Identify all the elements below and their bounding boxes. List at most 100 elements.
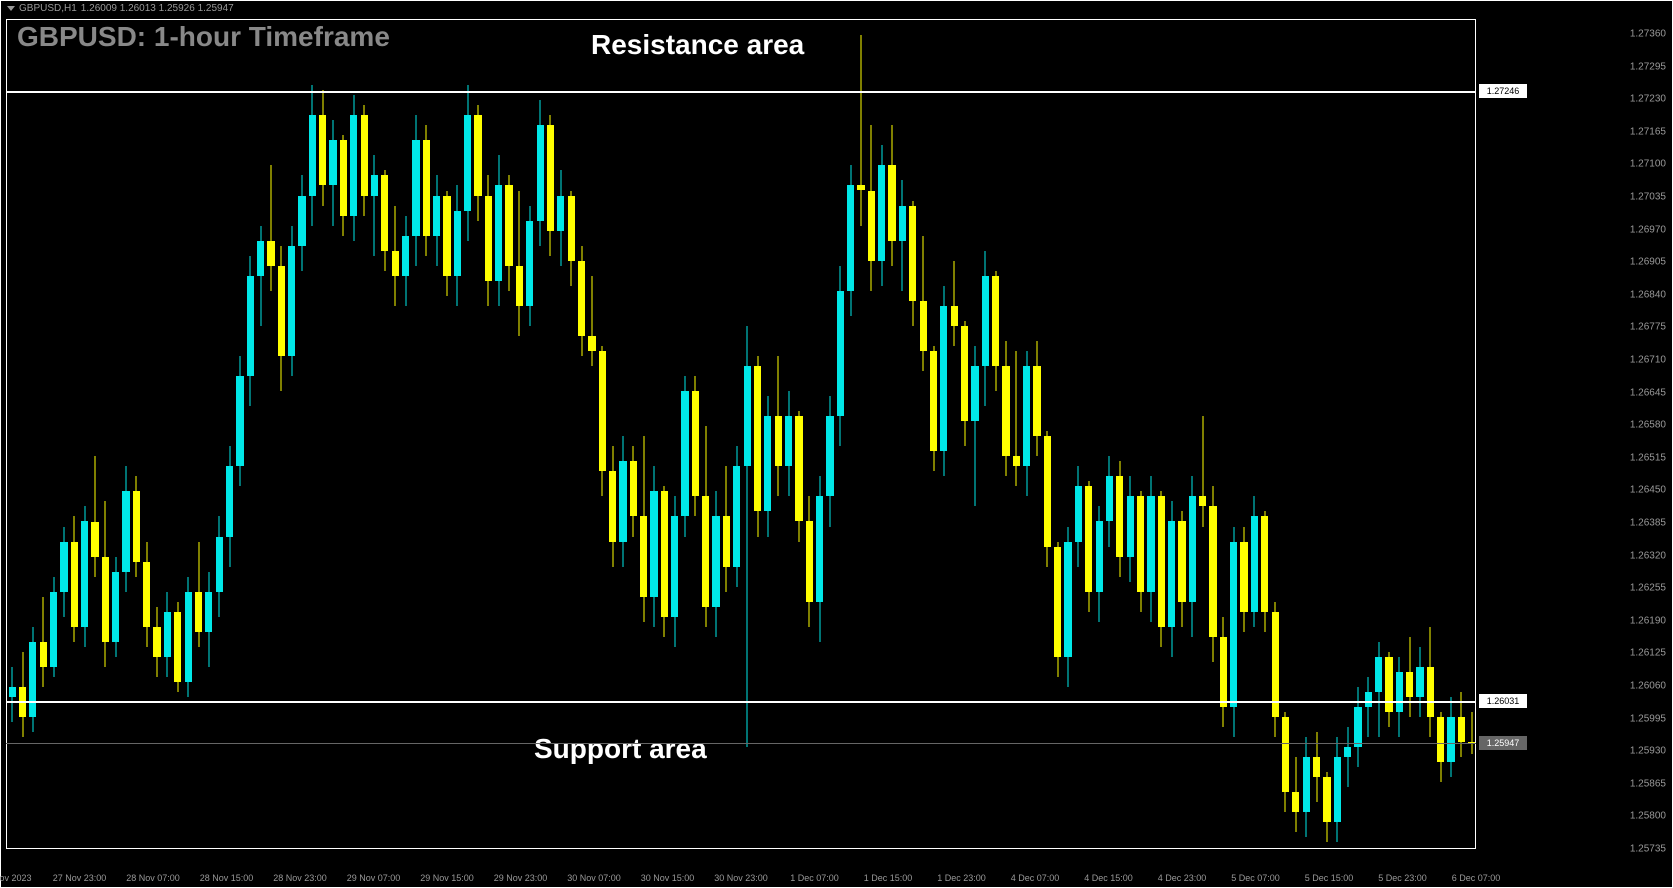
- price-tick: 1.27230: [1630, 94, 1666, 105]
- time-tick: 28 Nov 15:00: [200, 873, 254, 883]
- candle: [247, 256, 254, 406]
- candle: [712, 491, 719, 636]
- time-tick: 29 Nov 15:00: [420, 873, 474, 883]
- candle: [826, 396, 833, 526]
- candle: [1406, 637, 1413, 717]
- candle: [71, 516, 78, 641]
- candle: [1002, 341, 1009, 476]
- price-tick: 1.25995: [1630, 713, 1666, 724]
- candle: [1044, 431, 1051, 566]
- time-tick: 30 Nov 07:00: [567, 873, 621, 883]
- candle: [464, 85, 471, 240]
- candle: [153, 607, 160, 677]
- candle: [1220, 617, 1227, 727]
- candle: [133, 476, 140, 576]
- candle: [1147, 476, 1154, 621]
- candle: [1334, 737, 1341, 842]
- candle: [1209, 486, 1216, 662]
- candle: [806, 496, 813, 626]
- time-tick: 5 Dec 07:00: [1231, 873, 1280, 883]
- candle: [568, 191, 575, 286]
- candle: [1127, 476, 1134, 581]
- candle: [619, 436, 626, 566]
- candle: [1240, 527, 1247, 632]
- time-tick: 1 Dec 07:00: [790, 873, 839, 883]
- candle: [1189, 476, 1196, 636]
- candle: [60, 527, 67, 617]
- price-tick: 1.26190: [1630, 615, 1666, 626]
- candle: [723, 466, 730, 591]
- candle: [350, 95, 357, 240]
- candle: [81, 506, 88, 646]
- candle: [29, 627, 36, 732]
- candle: [1116, 461, 1123, 576]
- price-tick: 1.27360: [1630, 29, 1666, 40]
- candle: [1013, 351, 1020, 486]
- candle: [1303, 737, 1310, 837]
- time-axis: 27 Nov 202327 Nov 23:0028 Nov 07:0028 No…: [6, 867, 1476, 885]
- candle: [640, 436, 647, 622]
- chart-window[interactable]: GBPUSD,H1 1.26009 1.26013 1.25926 1.2594…: [0, 0, 1673, 888]
- price-tick: 1.26970: [1630, 224, 1666, 235]
- time-tick: 6 Dec 07:00: [1452, 873, 1501, 883]
- symbol-timeframe: GBPUSD,H1: [19, 3, 77, 14]
- candle: [361, 105, 368, 215]
- candle: [1437, 712, 1444, 782]
- candle: [764, 396, 771, 536]
- candle: [143, 542, 150, 647]
- candle: [329, 120, 336, 225]
- candle: [278, 246, 285, 391]
- candle: [630, 446, 637, 536]
- candle: [298, 175, 305, 270]
- price-tick: 1.25800: [1630, 811, 1666, 822]
- candle: [195, 542, 202, 647]
- candle: [474, 105, 481, 220]
- candle: [692, 376, 699, 516]
- candle: [495, 155, 502, 305]
- candle: [920, 236, 927, 371]
- candle: [961, 321, 968, 446]
- candle: [775, 356, 782, 496]
- time-tick: 4 Dec 23:00: [1158, 873, 1207, 883]
- candle: [1251, 496, 1258, 626]
- candle: [1292, 757, 1299, 832]
- price-tick: 1.27100: [1630, 159, 1666, 170]
- candle: [257, 226, 264, 326]
- candle: [940, 286, 947, 477]
- candle: [505, 175, 512, 290]
- candle: [1375, 642, 1382, 737]
- candle: [288, 226, 295, 376]
- candle: [267, 165, 274, 290]
- candle: [40, 597, 47, 687]
- price-tick: 1.27035: [1630, 192, 1666, 203]
- time-tick: 29 Nov 07:00: [347, 873, 401, 883]
- current-price-label: 1.25947: [1479, 736, 1527, 750]
- candle: [661, 486, 668, 636]
- candle: [516, 191, 523, 336]
- candle: [174, 602, 181, 692]
- candle: [319, 90, 326, 205]
- price-tick: 1.26060: [1630, 681, 1666, 692]
- candle: [1282, 712, 1289, 812]
- time-tick: 30 Nov 15:00: [641, 873, 695, 883]
- candle: [1075, 466, 1082, 566]
- candle: [19, 652, 26, 737]
- candle: [102, 501, 109, 666]
- candle: [526, 206, 533, 326]
- current-line: [6, 743, 1476, 744]
- candle: [1365, 677, 1372, 737]
- chart-plot-area[interactable]: [6, 19, 1476, 849]
- candle: [485, 175, 492, 305]
- candle: [557, 170, 564, 265]
- candle: [537, 100, 544, 245]
- candle: [1396, 657, 1403, 737]
- candle: [91, 456, 98, 576]
- resistance-line: [6, 91, 1476, 93]
- candle: [412, 115, 419, 265]
- time-tick: 30 Nov 23:00: [714, 873, 768, 883]
- price-tick: 1.27165: [1630, 126, 1666, 137]
- candle: [1085, 481, 1092, 611]
- candle: [744, 326, 751, 747]
- candle: [454, 185, 461, 305]
- candle: [1261, 511, 1268, 631]
